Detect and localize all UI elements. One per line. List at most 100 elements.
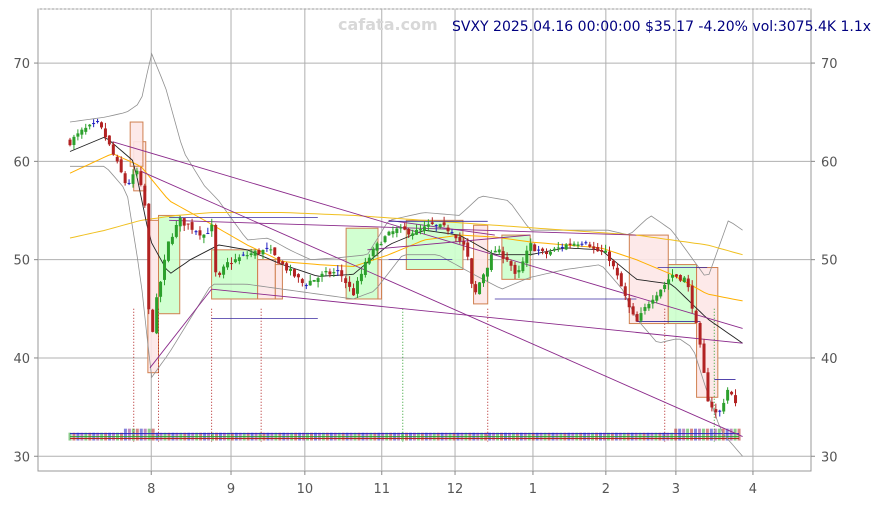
down-box-zone (129, 121, 144, 167)
candle-body (76, 133, 80, 137)
candle-body (698, 323, 702, 345)
candle-body (623, 286, 627, 296)
candle-body (462, 241, 466, 245)
volume-bar (717, 428, 721, 441)
candle-body (182, 218, 186, 226)
volume-bar (131, 428, 135, 441)
volume-bar (705, 428, 709, 441)
y-tick-label-left: 40 (13, 352, 30, 367)
watermark: cafata.com (338, 15, 438, 34)
candle-body (651, 299, 655, 304)
trend-line (367, 234, 531, 251)
y-tick-label-right: 50 (821, 254, 838, 269)
volume-bar (143, 428, 147, 441)
volume-bar (701, 428, 705, 441)
candle-body (92, 123, 96, 125)
candle-body (80, 129, 84, 135)
volume-bar (725, 428, 729, 441)
trend-line (169, 219, 637, 236)
candle-body (426, 224, 430, 227)
candle-body (667, 279, 671, 285)
candle-body (600, 250, 604, 252)
candle-body (178, 218, 182, 227)
candle-body (568, 243, 572, 246)
chart-title: SVXY 2025.04.16 00:00:00 $35.17 -4.20% v… (452, 19, 871, 35)
trend-line (149, 288, 212, 369)
candle-body (702, 343, 706, 373)
candle-body (592, 246, 596, 249)
candle-body (170, 236, 174, 244)
candle-body (72, 136, 76, 145)
down-box-zone (377, 259, 383, 300)
candle-body (434, 224, 438, 226)
candle-body (375, 243, 379, 251)
candle-body (706, 372, 710, 402)
candle-body (194, 231, 198, 233)
candle-body (537, 249, 541, 251)
candle-body (655, 295, 659, 301)
candle-body (202, 234, 206, 238)
candle-body (359, 273, 363, 282)
volume-bar (139, 428, 143, 441)
volume-bar (729, 428, 733, 441)
y-tick-label-left: 50 (13, 254, 30, 269)
x-tick-label: 12 (447, 482, 464, 497)
candle-body (635, 314, 639, 322)
trend-line (112, 141, 743, 329)
candle-body (352, 288, 356, 296)
candle-body (84, 127, 88, 132)
candle-body (430, 222, 434, 224)
candle-body (422, 226, 426, 232)
candle-body (576, 244, 580, 246)
candle-body (229, 263, 233, 265)
candle-body (493, 250, 497, 253)
candle-body (718, 410, 722, 412)
candle-body (474, 284, 478, 293)
candle-body (249, 253, 253, 256)
candle-body (450, 232, 454, 234)
candles (68, 118, 738, 419)
candle-body (131, 174, 135, 184)
candle-body (458, 236, 462, 241)
candle-body (608, 251, 612, 261)
candle-body (151, 309, 155, 332)
x-tick-label: 1 (529, 482, 537, 497)
volume-bar (733, 428, 737, 441)
candle-body (277, 257, 281, 264)
candle-body (403, 226, 407, 230)
candle-body (245, 255, 249, 257)
candle-body (316, 278, 320, 282)
volume-bar (697, 428, 701, 441)
candle-body (135, 170, 139, 175)
candle-body (446, 227, 450, 232)
candle-body (678, 275, 682, 281)
candle-body (710, 401, 714, 408)
candle-body (115, 156, 119, 162)
candle-body (643, 307, 647, 311)
candle-body (418, 229, 422, 231)
trend-line (140, 170, 743, 438)
candle-body (68, 139, 72, 146)
candle-body (269, 249, 273, 251)
candle-body (663, 284, 667, 290)
candle-body (517, 270, 521, 273)
candle-body (722, 402, 726, 412)
candle-body (415, 229, 419, 235)
candle-body (726, 389, 730, 401)
candle-body (296, 274, 300, 278)
candle-body (119, 159, 123, 173)
candle-body (166, 241, 170, 261)
candle-body (552, 248, 556, 251)
volume-bar (713, 428, 717, 441)
candle-body (186, 223, 190, 225)
candle-body (233, 259, 237, 263)
candle-body (682, 277, 686, 282)
candle-body (478, 282, 482, 295)
event-markers (133, 308, 715, 442)
candle-body (285, 263, 289, 271)
candle-body (639, 313, 643, 321)
candle-body (379, 244, 383, 246)
candle-body (367, 257, 371, 264)
candle-body (237, 257, 241, 261)
candle-body (107, 135, 111, 145)
